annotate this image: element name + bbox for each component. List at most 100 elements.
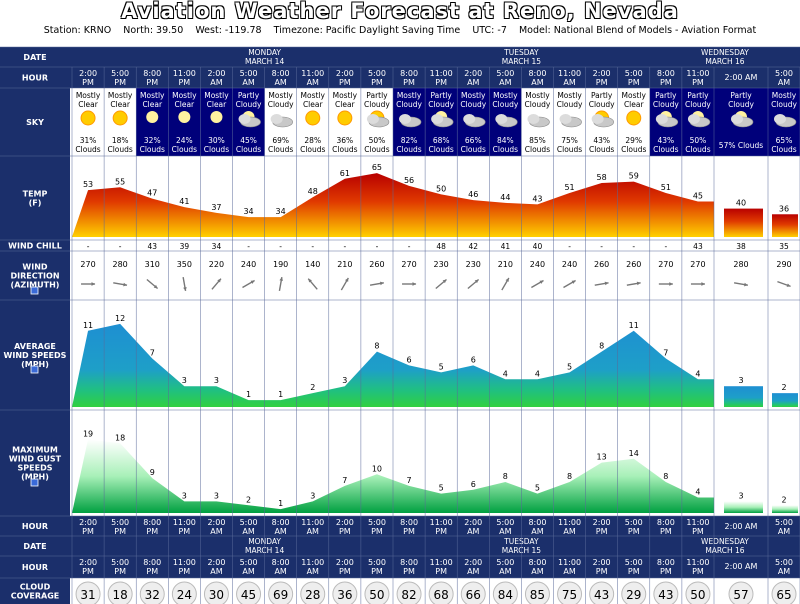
hour-cell: 8:00 <box>143 69 161 78</box>
sky-condition: Partly <box>430 91 452 100</box>
sky-condition: Mostly <box>204 91 229 100</box>
cloud-percent: 36% <box>337 136 354 145</box>
hour-cell: 5:00 <box>775 69 793 78</box>
cloud-dial <box>621 581 647 604</box>
hour-cell-bottom-2: 11:00 <box>558 558 581 567</box>
date-sub-label: MARCH 14 <box>245 57 284 66</box>
hour-cell: AM <box>499 78 511 87</box>
hour-cell-bottom-2: 8:00 <box>400 558 418 567</box>
wind-arrow-icon <box>435 278 447 290</box>
hour-cell-bottom: PM <box>114 527 126 536</box>
sky-condition: Mostly <box>301 91 326 100</box>
moon-cloud-icon <box>731 111 754 128</box>
date-row-bg-bottom <box>70 536 800 556</box>
sky-condition: Mostly <box>772 91 797 100</box>
hour-cell: PM <box>692 78 704 87</box>
cloud-dial <box>589 581 615 604</box>
hour-cell: 8:00 <box>528 69 546 78</box>
sky-condition: Partly <box>687 91 709 100</box>
hour-cell-bottom-2: 11:00 <box>173 558 196 567</box>
gust-series-value: 8 <box>663 472 668 481</box>
wind-arrow-icon <box>81 282 96 286</box>
moon-cloud-icon <box>655 111 679 128</box>
wind-direction-value: 290 <box>776 260 791 269</box>
page-title: Aviation Weather Forecast at Reno, Nevad… <box>121 0 679 23</box>
hour-cell-bottom-2: 11:00 <box>686 558 709 567</box>
temp-series-value: 51 <box>564 183 574 192</box>
hour-cell-bottom: PM <box>82 527 94 536</box>
avg-wind-help-icon <box>30 365 39 374</box>
temp-series-value: 45 <box>693 192 703 201</box>
hour-cell-bottom: 2:00 <box>464 518 482 527</box>
hour-cell-bottom-2: PM <box>403 567 415 576</box>
station-info: Station: KRNO North: 39.50 West: -119.78… <box>43 25 757 36</box>
sky-condition: Clear <box>624 100 645 109</box>
cloud-night-icon <box>399 114 422 128</box>
cloud-percent: 66% <box>465 136 482 145</box>
gust-series-value: 4 <box>695 488 700 497</box>
wind-series-block <box>724 386 763 407</box>
sky-condition: Mostly <box>172 91 197 100</box>
hour-cell-bottom-2: PM <box>371 567 383 576</box>
wind-direction-value: 190 <box>273 260 288 269</box>
cloud-percent: 68% <box>433 136 450 145</box>
wind-chill-value: 34 <box>212 242 222 251</box>
cloud-percent-label: Clouds <box>621 145 646 154</box>
hour-cell-bottom-2: AM <box>531 567 543 576</box>
hour-cell: 8:00 <box>400 69 418 78</box>
wind-chill-value: - <box>632 242 635 251</box>
cloud-percent-label: Clouds <box>589 145 614 154</box>
wind-series-value: 6 <box>407 355 412 364</box>
sky-condition: Cloudy <box>557 100 583 109</box>
sun-cloud-icon <box>366 110 390 128</box>
hour-cell: AM <box>467 78 479 87</box>
hour-cell-bottom: 2:00 <box>336 518 354 527</box>
hour-cell: 5:00 <box>111 69 129 78</box>
cloud-percent-label: Clouds <box>140 145 165 154</box>
sun-icon <box>112 110 128 126</box>
hour-cell: PM <box>371 78 383 87</box>
hour-cell: 11:00 <box>686 69 709 78</box>
wind-direction-value: 210 <box>337 260 352 269</box>
hour-cell-bottom-2: AM <box>467 567 479 576</box>
wind-direction-value: 220 <box>209 260 224 269</box>
wind-arrow-icon <box>307 278 318 290</box>
cloud-coverage-value: 30 <box>209 588 224 602</box>
cloud-percent-label: Clouds <box>557 145 582 154</box>
wind-arrow-icon <box>690 282 705 286</box>
sky-condition: Clear <box>303 100 324 109</box>
sun-icon <box>80 110 96 126</box>
hour-cell-bottom: 5:00 <box>625 518 643 527</box>
wind-series-value: 4 <box>695 369 700 378</box>
hour-cell-bottom: 2:00 <box>593 518 611 527</box>
cloud-coverage-value: 43 <box>658 588 673 602</box>
gust-series-value: 19 <box>83 429 93 438</box>
hour-cell-bottom-2: AM <box>274 567 286 576</box>
hour-cell: PM <box>82 78 94 87</box>
hour-cell-bottom-2: PM <box>660 567 672 576</box>
hour-cell: 5:00 <box>240 69 258 78</box>
gust-series-value: 9 <box>150 468 155 477</box>
cloud-percent: 69% <box>272 136 289 145</box>
date-row-bg <box>70 47 800 67</box>
wind-direction-row-label: (AZIMUTH) <box>11 281 60 290</box>
hour-cell: PM <box>628 78 640 87</box>
wind-chill-value: - <box>343 242 346 251</box>
gust-series-value: 10 <box>372 464 382 473</box>
sky-condition: Cloudy <box>492 100 518 109</box>
cloud-night-icon <box>495 114 518 128</box>
date-sub-label: MARCH 16 <box>705 57 744 66</box>
hour-cell-bottom-2: 11:00 <box>430 558 453 567</box>
date-label: TUESDAY <box>503 48 539 57</box>
gust-series-value: 18 <box>115 433 125 442</box>
temp-series-value: 65 <box>372 163 382 172</box>
wind-arrow-icon <box>146 278 159 290</box>
wind-series-value: 3 <box>342 376 347 385</box>
hour-cell: PM <box>114 78 126 87</box>
sky-condition: Clear <box>142 100 163 109</box>
gust-series-value: 6 <box>471 480 476 489</box>
temp-series-value: 59 <box>629 172 639 181</box>
hour-cell-bottom: PM <box>178 527 190 536</box>
hour-cell-bottom: AM <box>499 527 511 536</box>
hour-cell: PM <box>178 78 190 87</box>
